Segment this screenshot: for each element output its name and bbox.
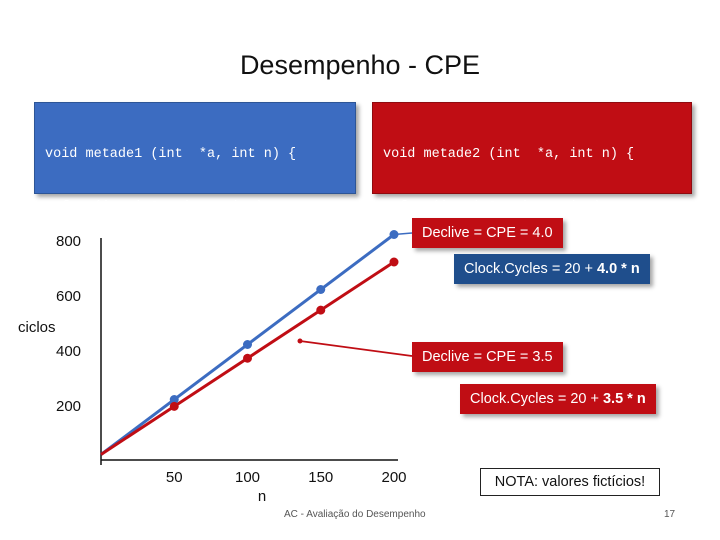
x-axis-label: n	[258, 488, 266, 505]
x-tick-label: 50	[166, 469, 183, 486]
label-cycles-35-bold: 3.5 * n	[602, 391, 646, 407]
page-number: 17	[664, 509, 676, 520]
code-line: void metade1 (int *a, int n) {	[45, 147, 297, 162]
y-tick-label: 600	[56, 288, 81, 305]
label-cpe-4-text: Declive = CPE = 4.0	[422, 225, 553, 241]
code-metade1-box: void metade1 (int *a, int n) { for (int …	[34, 102, 356, 320]
code-line: for (int i=0 ; i<n ; i++)	[45, 199, 264, 215]
label-cycles-4-prefix: Clock.Cycles = 20 +	[464, 261, 597, 277]
y-axis-label: ciclos	[18, 319, 56, 336]
data-point-metade1	[243, 340, 252, 349]
label-cycles-4-bold: 4.0 * n	[596, 261, 640, 277]
chart-axes	[100, 238, 398, 465]
code-line: }	[383, 304, 392, 320]
callout-line-cpe-35	[299, 340, 413, 357]
footer-text: AC - Avaliação do Desempenho	[284, 509, 426, 520]
code-line: void metade2 (int *a, int n) {	[383, 147, 635, 162]
y-tick-label: 800	[56, 233, 81, 250]
data-point-metade1	[389, 230, 399, 239]
code-line: }	[45, 304, 54, 320]
data-point-metade1	[316, 285, 326, 294]
data-point-metade2	[389, 257, 399, 267]
y-tick-label: 200	[56, 398, 81, 415]
label-cycles-35-prefix: Clock.Cycles = 20 +	[470, 391, 603, 407]
data-point-metade2	[316, 305, 326, 315]
x-tick-label: 100	[235, 469, 260, 486]
data-point-metade1	[169, 395, 179, 404]
label-cycles-35: Clock.Cycles = 20 + 3.5 * n	[460, 384, 656, 414]
label-cpe-4: Declive = CPE = 4.0	[412, 218, 563, 248]
data-points	[169, 230, 399, 411]
code-line: for (int i=0 ; i<n ; i++)	[383, 199, 602, 215]
slide-title: Desempenho - CPE	[239, 50, 481, 80]
tick-labels: 200 400 600 800 50 100 150 200 n ciclos	[18, 233, 407, 505]
label-cpe-35: Declive = CPE = 3.5	[412, 342, 563, 372]
data-point-metade2	[169, 401, 179, 411]
label-cycles-4: Clock.Cycles = 20 + 4.0 * n	[454, 254, 650, 284]
code-metade2-box: void metade2 (int *a, int n) { for (int …	[372, 102, 692, 320]
callout-dot-cpe-35	[297, 338, 303, 344]
x-tick-label: 150	[308, 469, 333, 486]
y-tick-label: 400	[56, 343, 81, 360]
label-cpe-35-text: Declive = CPE = 3.5	[422, 349, 553, 365]
data-point-metade2	[243, 353, 252, 363]
note-box: NOTA: valores fictícios!	[480, 468, 660, 496]
x-tick-label: 200	[381, 469, 406, 486]
